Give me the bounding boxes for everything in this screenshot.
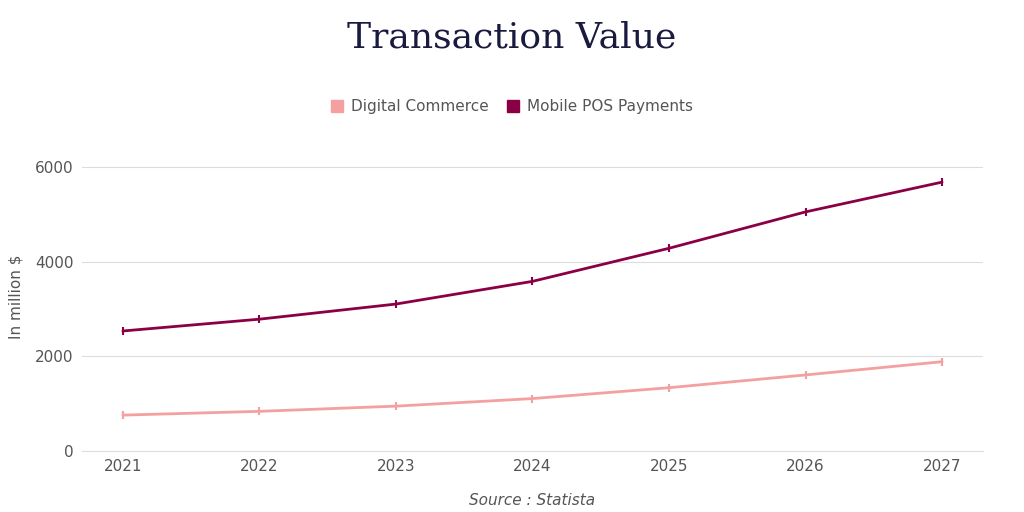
Mobile POS Payments — [936, 179, 948, 185]
Digital Commerce — [253, 408, 265, 414]
Mobile POS Payments — [800, 209, 812, 215]
Mobile POS Payments — [117, 328, 129, 334]
Mobile POS Payments — [526, 279, 539, 285]
Digital Commerce — [936, 358, 948, 365]
Line: Mobile POS Payments: Mobile POS Payments — [119, 178, 946, 335]
Digital Commerce — [390, 403, 402, 409]
Digital Commerce — [117, 412, 129, 418]
X-axis label: Source : Statista: Source : Statista — [469, 494, 596, 508]
Text: Transaction Value: Transaction Value — [347, 20, 677, 54]
Digital Commerce — [800, 372, 812, 378]
Mobile POS Payments — [253, 316, 265, 322]
Digital Commerce — [526, 395, 539, 401]
Legend: Digital Commerce, Mobile POS Payments: Digital Commerce, Mobile POS Payments — [327, 95, 697, 119]
Digital Commerce — [663, 385, 675, 391]
Mobile POS Payments — [390, 301, 402, 307]
Mobile POS Payments — [663, 245, 675, 251]
Line: Digital Commerce: Digital Commerce — [119, 357, 946, 419]
Y-axis label: In million $: In million $ — [9, 254, 24, 339]
